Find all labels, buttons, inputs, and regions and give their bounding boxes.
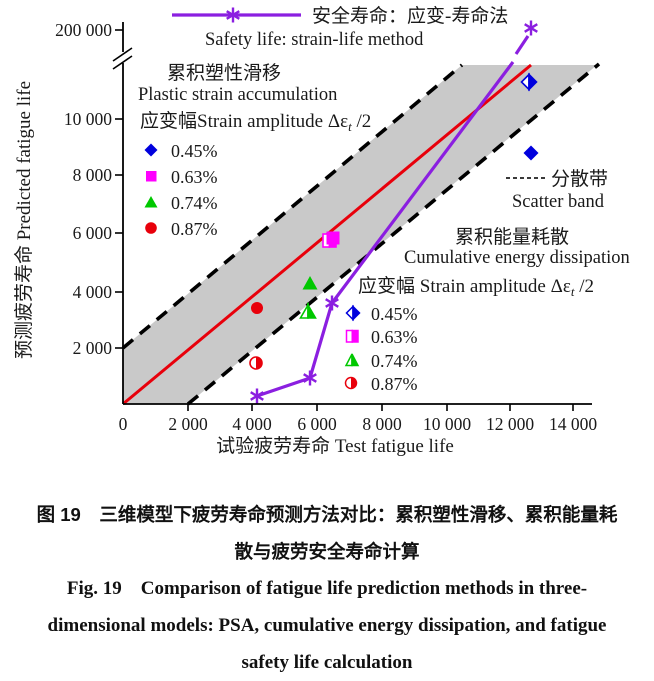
energy-point-074-half-triangle [299, 302, 317, 319]
x-tick-10000: 10 000 [423, 414, 471, 434]
legend-band-en: Scatter band [512, 192, 605, 212]
legend-psa-item-063: 0.63% [171, 167, 218, 187]
legend-safety-life: 安全寿命：应变-寿命法 Safety life: strain-life met… [172, 5, 508, 50]
x-tick-6000: 6 000 [297, 414, 337, 434]
legend-energy: 累积能量耗散 Cumulative energy dissipation 应变幅… [344, 226, 630, 394]
caption-en-line1: Fig. 19 Comparison of fatigue life predi… [66, 578, 588, 599]
x-axis-ticks [187, 404, 574, 411]
x-axis-title: 试验疲劳寿命 Test fatigue life [216, 435, 454, 457]
scatter-band-lower-dashed-line [186, 62, 601, 406]
x-tick-8000: 8 000 [362, 414, 402, 434]
x-tick-2000: 2 000 [168, 414, 208, 434]
legend-energy-item-063: 0.63% [371, 327, 418, 347]
y-axis-ticks [115, 29, 123, 349]
legend-psa-item-045: 0.45% [171, 141, 218, 161]
legend-psa-en: Plastic strain accumulation [138, 85, 337, 105]
energy-point-087-half-circle [249, 356, 263, 370]
psa-point-087-circle [251, 302, 263, 314]
caption-zh-line2: 散与疲劳安全寿命计算 [234, 541, 420, 562]
y-tick-10000: 10 000 [64, 109, 112, 129]
y-tick-8000: 8 000 [73, 165, 113, 185]
circle-solid-icon [145, 222, 157, 234]
diamond-half-icon [345, 304, 361, 322]
legend-band-zh: 分散带 [551, 168, 608, 190]
legend-psa-strain-amplitude: 应变幅Strain amplitude Δεt /2 [140, 110, 371, 134]
legend-psa-item-074: 0.74% [171, 193, 218, 213]
legend-energy-item-087: 0.87% [371, 374, 418, 394]
legend-energy-zh: 累积能量耗散 [455, 226, 569, 248]
legend-psa-item-087: 0.87% [171, 219, 218, 239]
x-tick-12000: 12 000 [486, 414, 534, 434]
y-axis-break-icon [112, 47, 133, 70]
scatter-band-area [123, 65, 597, 404]
legend-psa: 累积塑性滑移 Plastic strain accumulation 应变幅St… [138, 62, 371, 239]
legend-psa-zh: 累积塑性滑移 [167, 62, 281, 84]
legend-safety-zh: 安全寿命：应变-寿命法 [312, 5, 508, 27]
legend-safety-en: Safety life: strain-life method [205, 30, 424, 50]
square-half-icon [345, 329, 359, 343]
x-tick-14000: 14 000 [549, 414, 597, 434]
triangle-half-icon [344, 353, 360, 367]
square-solid-icon [146, 171, 157, 182]
triangle-solid-icon [144, 196, 158, 208]
circle-half-icon [344, 376, 358, 390]
diamond-solid-icon [144, 143, 158, 157]
y-tick-4000: 4 000 [73, 282, 113, 302]
y-tick-2000: 2 000 [73, 338, 113, 358]
safety-life-line [256, 61, 515, 398]
fatigue-life-chart: 200 000 10 000 8 000 6 000 4 000 2 000 0… [13, 5, 630, 457]
psa-point-045-diamond [523, 145, 539, 161]
energy-point-045-half-diamond [520, 72, 538, 92]
figure-caption: 图 19 三维模型下疲劳寿命预测方法对比：累积塑性滑移、累积能量耗 散与疲劳安全… [0, 496, 654, 681]
psa-point-063-square [326, 231, 340, 245]
legend-energy-item-074: 0.74% [371, 351, 418, 371]
y-tick-200000: 200 000 [55, 20, 112, 40]
x-tick-0: 0 [119, 414, 128, 434]
psa-point-074-triangle [302, 276, 318, 290]
legend-energy-item-045: 0.45% [371, 304, 418, 324]
caption-zh-line1: 图 19 三维模型下疲劳寿命预测方法对比：累积塑性滑移、累积能量耗 [36, 504, 618, 525]
scatter-band-upper-dashed-line [121, 63, 464, 350]
legend-energy-strain-amplitude: 应变幅 Strain amplitude Δεt /2 [358, 275, 594, 299]
legend-energy-en: Cumulative energy dissipation [404, 248, 630, 268]
y-axis-title: 预测疲劳寿命 Predicted fatigue life [13, 81, 35, 359]
y-tick-6000: 6 000 [73, 223, 113, 243]
legend-scatter-band: 分散带 Scatter band [506, 168, 608, 212]
caption-en-line3: safety life calculation [241, 652, 413, 673]
caption-en-line2: dimensional models: PSA, cumulative ener… [47, 615, 607, 636]
safety-life-line-above-break [514, 35, 530, 55]
x-tick-4000: 4 000 [232, 414, 272, 434]
